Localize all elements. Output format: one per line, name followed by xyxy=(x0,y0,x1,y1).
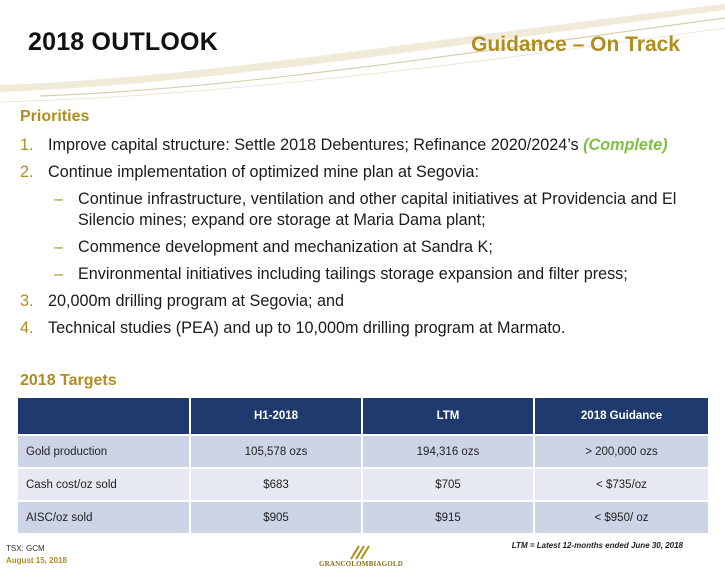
list-item-text: Continue infrastructure, ventilation and… xyxy=(78,190,677,229)
logo-text: GRANCOLOMBIAGOLD xyxy=(318,560,404,568)
list-number: 2. xyxy=(20,163,34,181)
list-number: 3. xyxy=(20,292,34,310)
logo-mark-icon xyxy=(350,545,370,560)
sub-list-item: – Environmental initiatives including ta… xyxy=(20,264,720,285)
table-cell: < $735/oz xyxy=(534,467,708,501)
table-header-row: H1-2018 LTM 2018 Guidance xyxy=(18,398,708,435)
row-label: AISC/oz sold xyxy=(18,500,191,533)
sub-list-item: – Continue infrastructure, ventilation a… xyxy=(20,189,720,231)
table-cell: < $950/ oz xyxy=(534,500,708,533)
column-header xyxy=(18,398,191,435)
dash-bullet: – xyxy=(54,265,64,283)
targets-heading: 2018 Targets xyxy=(20,372,117,389)
column-header: LTM xyxy=(362,398,535,435)
targets-table: H1-2018 LTM 2018 Guidance Gold productio… xyxy=(18,398,708,533)
list-item: 3. 20,000m drilling program at Segovia; … xyxy=(20,291,720,312)
row-label: Cash cost/oz sold xyxy=(18,467,191,501)
table-row: Gold production 105,578 ozs 194,316 ozs … xyxy=(18,434,708,468)
table-cell: $683 xyxy=(190,467,363,501)
table-cell: 194,316 ozs xyxy=(362,434,535,468)
company-logo: GRANCOLOMBIAGOLD xyxy=(318,544,404,568)
sub-list-item: – Commence development and mechanization… xyxy=(20,237,720,258)
complete-label: (Complete) xyxy=(583,136,668,154)
table-cell: $905 xyxy=(190,500,363,533)
table-cell: $705 xyxy=(362,467,535,501)
priorities-heading: Priorities xyxy=(20,108,90,125)
list-number: 1. xyxy=(20,136,34,154)
dash-bullet: – xyxy=(54,238,64,256)
table-cell: $915 xyxy=(362,500,535,533)
list-number: 4. xyxy=(20,319,34,337)
list-item-text: Improve capital structure: Settle 2018 D… xyxy=(48,136,584,154)
list-item: 1. Improve capital structure: Settle 201… xyxy=(20,135,720,156)
page-subtitle: Guidance – On Track xyxy=(471,33,680,56)
priorities-list: 1. Improve capital structure: Settle 201… xyxy=(20,135,720,345)
list-item: 2. Continue implementation of optimized … xyxy=(20,162,720,183)
list-item-text: Continue implementation of optimized min… xyxy=(48,163,480,181)
column-header: H1-2018 xyxy=(190,398,363,435)
ltm-note: LTM = Latest 12-months ended June 30, 20… xyxy=(511,541,683,550)
page-title: 2018 OUTLOOK xyxy=(28,28,218,56)
list-item-text: 20,000m drilling program at Segovia; and xyxy=(48,292,345,310)
list-item-text: Technical studies (PEA) and up to 10,000… xyxy=(48,319,566,337)
list-item: 4. Technical studies (PEA) and up to 10,… xyxy=(20,318,720,339)
row-label: Gold production xyxy=(18,434,191,468)
table-row: AISC/oz sold $905 $915 < $950/ oz xyxy=(18,500,708,533)
table-cell: > 200,000 ozs xyxy=(534,434,708,468)
table-row: Cash cost/oz sold $683 $705 < $735/oz xyxy=(18,467,708,501)
list-item-text: Environmental initiatives including tail… xyxy=(78,265,628,283)
date-label: August 15, 2018 xyxy=(6,556,67,565)
column-header: 2018 Guidance xyxy=(534,398,708,435)
ticker-label: TSX: GCM xyxy=(6,544,45,553)
header-swoosh xyxy=(0,4,725,103)
list-item-text: Commence development and mechanization a… xyxy=(78,238,493,256)
dash-bullet: – xyxy=(54,190,64,208)
table-cell: 105,578 ozs xyxy=(190,434,363,468)
